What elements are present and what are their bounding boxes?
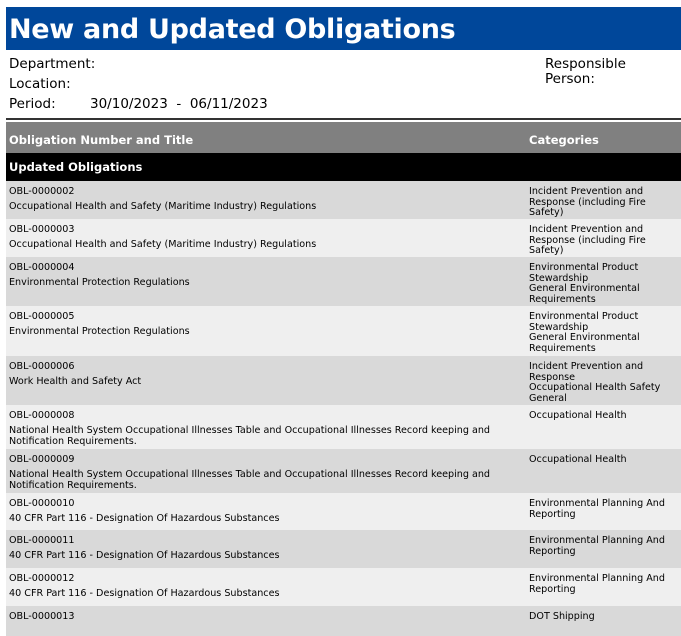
header-categories: Categories [529,133,599,147]
obligation-categories: Occupational Health [529,410,627,421]
divider [6,118,681,120]
obligation-number: OBL-0000010 [9,498,75,509]
table-row: OBL-0000010 40 CFR Part 116 - Designatio… [6,493,681,530]
obligation-categories: Environmental Planning And Reporting [529,535,665,557]
table-row: OBL-0000004 Environmental Protection Reg… [6,257,681,306]
group-header: Updated Obligations [6,153,681,181]
obligation-title: Occupational Health and Safety (Maritime… [9,201,317,212]
table-row: OBL-0000011 40 CFR Part 116 - Designatio… [6,530,681,568]
table-row: OBL-0000003 Occupational Health and Safe… [6,219,681,257]
department-label: Department: [9,56,96,72]
obligation-number: OBL-0000009 [9,454,75,465]
obligation-title: Work Health and Safety Act [9,376,142,387]
table-row: OBL-0000013 DOT Shipping [6,606,681,636]
obligation-categories: Environmental Planning And Reporting [529,573,665,595]
report-page: New and Updated Obligations Department: … [6,0,681,636]
table-header: Obligation Number and Title Categories [6,122,681,153]
period-value: 30/10/2023 - 06/11/2023 [90,96,268,112]
table-row: OBL-0000009 National Health System Occup… [6,449,681,493]
table-body: OBL-0000002 Occupational Health and Safe… [6,181,681,636]
obligation-categories: Environmental Planning And Reporting [529,498,665,520]
obligation-number: OBL-0000012 [9,573,75,584]
obligation-title: 40 CFR Part 116 - Designation Of Hazardo… [9,513,280,524]
obligation-number: OBL-0000004 [9,262,75,273]
table-row: OBL-0000008 National Health System Occup… [6,405,681,449]
obligation-title: 40 CFR Part 116 - Designation Of Hazardo… [9,588,280,599]
obligation-number: OBL-0000006 [9,361,75,372]
obligation-title: National Health System Occupational Illn… [9,469,491,491]
obligation-title: Occupational Health and Safety (Maritime… [9,239,317,250]
table-row: OBL-0000012 40 CFR Part 116 - Designatio… [6,568,681,606]
report-title: New and Updated Obligations [6,7,681,50]
obligation-categories: Incident Prevention and Response (includ… [529,186,646,218]
period-label: Period: [9,96,56,112]
obligation-number: OBL-0000011 [9,535,75,546]
obligation-title: 40 CFR Part 116 - Designation Of Hazardo… [9,550,280,561]
obligation-categories: Environmental Product Stewardship Genera… [529,311,640,354]
table-row: OBL-0000002 Occupational Health and Safe… [6,181,681,219]
obligation-title: Environmental Protection Regulations [9,277,190,288]
location-label: Location: [9,76,71,92]
obligation-categories: Occupational Health [529,454,627,465]
obligation-title: Environmental Protection Regulations [9,326,190,337]
header-obligation: Obligation Number and Title [9,133,194,147]
obligation-number: OBL-0000005 [9,311,75,322]
obligation-categories: Environmental Product Stewardship Genera… [529,262,640,305]
report-meta: Department: Location: Period: 30/10/2023… [6,50,681,118]
obligation-categories: Incident Prevention and Response Occupat… [529,361,661,404]
obligation-number: OBL-0000003 [9,224,75,235]
obligation-title: National Health System Occupational Illn… [9,425,491,447]
table-row: OBL-0000006 Work Health and Safety Act I… [6,356,681,405]
responsible-person-label: Responsible Person: [545,56,626,87]
obligation-number: OBL-0000002 [9,186,75,197]
obligation-categories: Incident Prevention and Response (includ… [529,224,646,256]
table-row: OBL-0000005 Environmental Protection Reg… [6,306,681,356]
obligation-number: OBL-0000008 [9,410,75,421]
